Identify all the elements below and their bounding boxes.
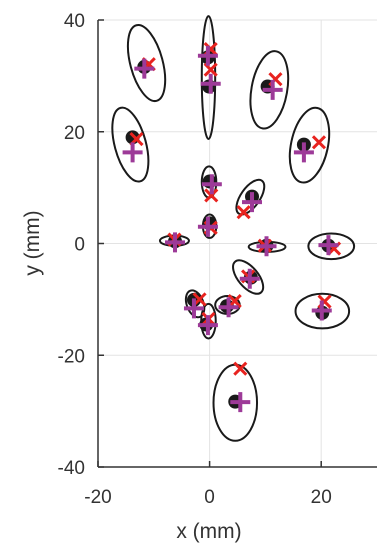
plus-marker: [197, 315, 218, 336]
y-tick-label: 40: [64, 11, 85, 32]
mark-layer: [122, 41, 342, 413]
plus-marker: [134, 58, 155, 79]
y-axis-label: y (mm): [21, 210, 44, 275]
plus-marker: [183, 298, 204, 319]
axes-layer: [97, 19, 377, 468]
uncertainty-ellipse: [249, 50, 290, 130]
plus-marker: [165, 232, 186, 253]
cross-marker: [311, 135, 327, 150]
uncertainty-ellipse: [232, 259, 265, 295]
plus-marker: [293, 142, 314, 163]
y-tick-label: 0: [74, 235, 85, 256]
y-tick-label: -20: [58, 346, 85, 367]
plus-marker: [201, 174, 222, 195]
plus-marker: [256, 236, 277, 257]
uncertainty-ellipse: [126, 24, 167, 103]
y-tick-label: 20: [64, 123, 85, 144]
plus-marker: [122, 142, 143, 163]
cross-marker: [204, 188, 219, 203]
cross-marker: [233, 361, 248, 376]
x-tick-label: -20: [84, 487, 111, 508]
plus-marker: [200, 73, 221, 94]
ellipse-layer: [111, 15, 356, 442]
tick-layer: -20 0 20 -40 -20 0 20 40: [58, 11, 332, 508]
plus-marker: [230, 392, 251, 413]
plus-marker: [318, 235, 339, 256]
plus-marker: [218, 297, 239, 318]
cross-marker: [236, 205, 251, 220]
plus-marker: [311, 300, 332, 321]
x-axis-label: x (mm): [176, 520, 241, 543]
x-tick-label: 20: [311, 487, 332, 508]
uncertainty-ellipse: [307, 232, 356, 261]
uncertainty-ellipse: [288, 106, 331, 184]
dot-marker: [202, 174, 217, 189]
plus-marker: [242, 192, 263, 213]
plus-marker: [239, 268, 260, 289]
uncertainty-ellipse: [294, 292, 351, 330]
uncertainty-ellipse: [111, 106, 150, 183]
plus-marker: [197, 216, 218, 237]
plus-marker: [197, 45, 218, 66]
cross-marker: [227, 293, 242, 309]
x-tick-label: 0: [204, 487, 215, 508]
uncertainty-ellipse: [200, 15, 217, 141]
plus-marker: [262, 79, 283, 100]
y-tick-label: -40: [58, 458, 85, 479]
